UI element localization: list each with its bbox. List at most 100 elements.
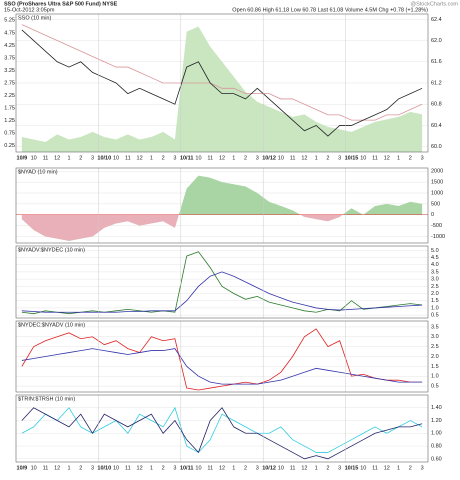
- x-tick-label: 12: [384, 155, 390, 161]
- y2-tick-label: 4.25: [4, 43, 15, 49]
- x-tick-label: 11: [43, 465, 49, 471]
- y2-tick-label: 5.25: [4, 18, 15, 24]
- legend: $NYAD (10 min): [18, 169, 58, 175]
- x-tick-label: 3: [338, 465, 341, 471]
- line: [21, 328, 423, 391]
- y-tick-label: 3.0: [431, 277, 439, 283]
- x-tick-label: 10: [278, 465, 284, 471]
- y-tick-label: 2.0: [431, 291, 439, 297]
- x-tick-label: 2: [79, 465, 82, 471]
- panel-frame: [15, 245, 429, 319]
- y-tick-label: 1.5: [431, 364, 439, 370]
- y-tick-label: 500: [431, 201, 440, 207]
- x-tick-label: 1: [150, 155, 153, 161]
- x-tick-label: 2: [162, 155, 165, 161]
- y2-tick-label: 1.25: [4, 118, 15, 124]
- quote: Open 60.86 High 61.18 Low 60.78 Last 61.…: [232, 7, 428, 13]
- panel-frame: [15, 13, 429, 153]
- line: [21, 271, 423, 313]
- x-tick-label: 10: [113, 155, 119, 161]
- x-tick-label: 10: [113, 465, 119, 471]
- line: [21, 348, 423, 385]
- y-tick-label: 2.0: [431, 354, 439, 360]
- y-tick-label: 1.00: [431, 431, 442, 437]
- panel-frame: [15, 320, 429, 393]
- x-tick-label: 3: [91, 155, 94, 161]
- y-tick-label: 0.80: [431, 444, 442, 450]
- x-tick-label: 1: [67, 155, 70, 161]
- y-tick-label: 62.0: [431, 38, 442, 44]
- y-tick-label: 3.5: [431, 269, 439, 275]
- y-tick-label: 60.4: [431, 123, 442, 129]
- x-tick-label: 10: [195, 465, 201, 471]
- x-tick-label: 12: [54, 155, 60, 161]
- y-tick-label: 3.0: [431, 334, 439, 340]
- x-tick-label: 2: [244, 155, 247, 161]
- y-tick-label: 5.0: [431, 248, 439, 254]
- x-tick-label: 10: [360, 465, 366, 471]
- legend: $NYADV:$NYDEC (10 min): [18, 247, 85, 253]
- x-tick-label: 3: [338, 155, 341, 161]
- x-tick-label: 2: [244, 465, 247, 471]
- line: [21, 24, 423, 121]
- y2-tick-label: 1.75: [4, 106, 15, 112]
- x-tick-label: 1: [232, 465, 235, 471]
- x-tick-label: 12: [54, 465, 60, 471]
- y-tick-label: 0.5: [431, 384, 439, 390]
- x-tick-label: 1: [397, 465, 400, 471]
- x-tick-label: 3: [91, 465, 94, 471]
- x-tick-label: 12: [301, 465, 307, 471]
- line: [21, 29, 423, 137]
- chart-title: SSO (ProShares Ultra S&P 500 Fund) NYSE: [4, 1, 118, 7]
- legend: $TRIN:$TRSH (10 min): [18, 396, 75, 402]
- legend: SSO (10 min): [18, 15, 51, 21]
- x-tick-label: 10: [360, 155, 366, 161]
- x-tick-label: 12: [301, 155, 307, 161]
- y-tick-label: 61.2: [431, 80, 442, 86]
- y-tick-label: 0: [431, 212, 434, 218]
- x-tick-label: 12: [137, 155, 143, 161]
- y-tick-label: 4.0: [431, 262, 439, 268]
- x-tick-label: 10/12: [262, 465, 276, 471]
- y-tick-label: 0.5: [431, 313, 439, 319]
- y-tick-label: 4.5: [431, 255, 439, 261]
- x-tick-label: 1: [315, 155, 318, 161]
- x-tick-label: 1: [150, 465, 153, 471]
- x-tick-label: 1: [315, 465, 318, 471]
- x-tick-label: 10/11: [180, 155, 193, 161]
- watermark: @StockCharts.com: [411, 1, 459, 7]
- area-negative: [21, 214, 343, 241]
- x-tick-label: 10: [278, 155, 284, 161]
- y2-tick-label: 3.25: [4, 68, 15, 74]
- y-tick-label: 1.0: [431, 374, 439, 380]
- x-tick-label: 10/10: [97, 465, 111, 471]
- line: [21, 406, 423, 453]
- y-tick-label: 2.5: [431, 284, 439, 290]
- x-tick-label: 11: [372, 155, 378, 161]
- x-tick-label: 10/15: [345, 155, 359, 161]
- area: [21, 26, 423, 152]
- x-tick-label: 12: [384, 465, 390, 471]
- x-tick-label: 10/11: [180, 465, 193, 471]
- x-tick-label: 10/12: [262, 155, 276, 161]
- y-tick-label: 1.20: [431, 418, 442, 424]
- x-tick-label: 11: [207, 465, 213, 471]
- x-tick-label: 2: [409, 155, 412, 161]
- y-tick-label: 2000: [431, 169, 443, 175]
- x-tick-label: 11: [125, 155, 131, 161]
- y-tick-label: 0.60: [431, 456, 442, 462]
- y2-tick-label: 4.75: [4, 30, 15, 36]
- y-tick-label: 1500: [431, 180, 443, 186]
- x-tick-label: 12: [137, 465, 143, 471]
- x-tick-label: 12: [219, 155, 225, 161]
- x-tick-label: 11: [290, 155, 296, 161]
- x-tick-label: 11: [290, 465, 296, 471]
- y-tick-label: 1.40: [431, 405, 442, 411]
- x-tick-label: 3: [256, 465, 259, 471]
- x-tick-label: 2: [409, 465, 412, 471]
- y2-tick-label: 2.25: [4, 93, 15, 99]
- panel-frame: [15, 394, 429, 463]
- y-tick-label: 2.5: [431, 344, 439, 350]
- y2-tick-label: 0.25: [4, 143, 15, 149]
- y-tick-label: 1.5: [431, 298, 439, 304]
